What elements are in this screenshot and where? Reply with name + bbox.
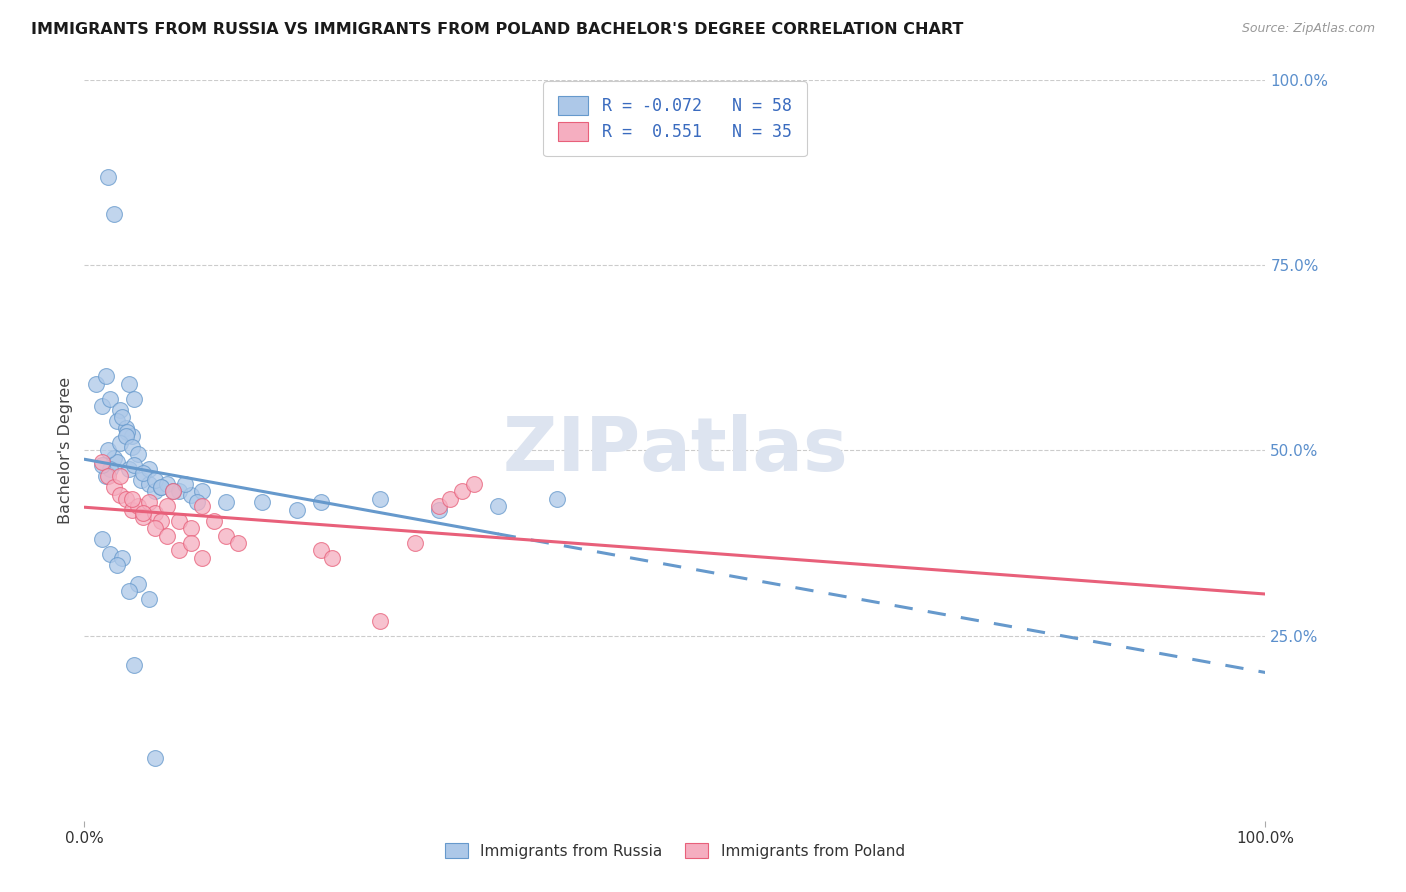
Point	[94, 369, 117, 384]
Point	[180, 536, 202, 550]
Point	[103, 480, 125, 494]
Point	[115, 425, 138, 439]
Legend: Immigrants from Russia, Immigrants from Poland: Immigrants from Russia, Immigrants from …	[439, 837, 911, 865]
Point	[368, 491, 391, 506]
Point	[111, 550, 134, 565]
Point	[162, 484, 184, 499]
Point	[215, 528, 238, 542]
Point	[132, 510, 155, 524]
Point	[108, 436, 131, 450]
Point	[97, 469, 120, 483]
Point	[143, 521, 166, 535]
Point	[451, 484, 474, 499]
Point	[156, 476, 179, 491]
Point	[427, 502, 450, 516]
Point	[127, 576, 149, 591]
Point	[91, 399, 114, 413]
Point	[186, 495, 208, 509]
Point	[129, 473, 152, 487]
Point	[132, 507, 155, 521]
Point	[180, 488, 202, 502]
Point	[108, 469, 131, 483]
Point	[156, 499, 179, 513]
Point	[114, 421, 136, 435]
Point	[138, 591, 160, 606]
Point	[84, 376, 107, 391]
Point	[546, 491, 568, 506]
Point	[103, 450, 125, 465]
Point	[138, 462, 160, 476]
Point	[97, 443, 120, 458]
Point	[108, 402, 131, 417]
Point	[122, 658, 145, 673]
Point	[121, 502, 143, 516]
Point	[108, 488, 131, 502]
Point	[143, 750, 166, 764]
Point	[191, 484, 214, 499]
Point	[138, 495, 160, 509]
Point	[309, 495, 332, 509]
Text: IMMIGRANTS FROM RUSSIA VS IMMIGRANTS FROM POLAND BACHELOR'S DEGREE CORRELATION C: IMMIGRANTS FROM RUSSIA VS IMMIGRANTS FRO…	[31, 22, 963, 37]
Point	[127, 499, 149, 513]
Point	[98, 547, 121, 561]
Point	[114, 428, 136, 442]
Point	[91, 533, 114, 547]
Point	[103, 206, 125, 220]
Point	[285, 502, 308, 516]
Point	[202, 514, 225, 528]
Point	[107, 454, 129, 468]
Point	[98, 462, 121, 476]
Point	[121, 428, 143, 442]
Point	[143, 484, 166, 499]
Point	[150, 480, 173, 494]
Y-axis label: Bachelor's Degree: Bachelor's Degree	[58, 377, 73, 524]
Point	[98, 392, 121, 406]
Point	[111, 410, 134, 425]
Point	[143, 473, 166, 487]
Point	[439, 491, 461, 506]
Point	[180, 521, 202, 535]
Point	[127, 447, 149, 461]
Point	[118, 462, 141, 476]
Point	[107, 414, 129, 428]
Point	[404, 536, 426, 550]
Point	[321, 550, 343, 565]
Text: ZIP​atlas: ZIP​atlas	[502, 414, 848, 487]
Point	[463, 476, 485, 491]
Point	[138, 476, 160, 491]
Point	[156, 528, 179, 542]
Point	[97, 169, 120, 184]
Point	[167, 514, 190, 528]
Point	[121, 491, 143, 506]
Point	[167, 543, 190, 558]
Point	[150, 480, 173, 494]
Point	[121, 440, 143, 454]
Point	[107, 558, 129, 573]
Point	[132, 466, 155, 480]
Point	[191, 550, 214, 565]
Point	[122, 458, 145, 473]
Text: Source: ZipAtlas.com: Source: ZipAtlas.com	[1241, 22, 1375, 36]
Point	[173, 476, 195, 491]
Point	[368, 614, 391, 628]
Point	[427, 499, 450, 513]
Point	[215, 495, 238, 509]
Point	[118, 584, 141, 599]
Point	[486, 499, 509, 513]
Point	[167, 484, 190, 499]
Point	[191, 499, 214, 513]
Point	[309, 543, 332, 558]
Point	[94, 469, 117, 483]
Point	[118, 376, 141, 391]
Point	[122, 392, 145, 406]
Point	[91, 454, 114, 468]
Point	[114, 491, 136, 506]
Point	[150, 514, 173, 528]
Point	[250, 495, 273, 509]
Point	[143, 507, 166, 521]
Point	[162, 484, 184, 499]
Point	[91, 458, 114, 473]
Point	[226, 536, 249, 550]
